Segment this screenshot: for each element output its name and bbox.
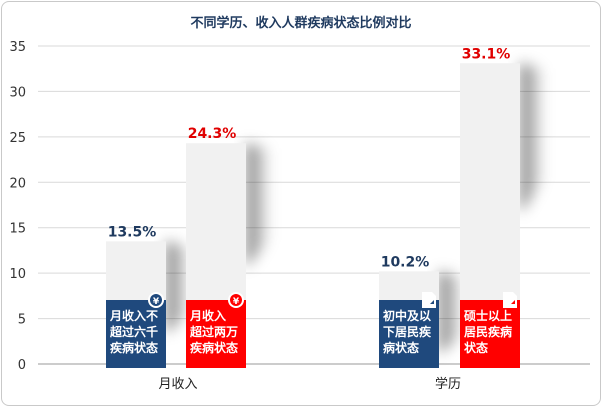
- y-tick-label: 0: [18, 358, 26, 373]
- bar-name-line: 疾病状态: [110, 340, 158, 355]
- data-label: 33.1%: [462, 46, 511, 62]
- bar-name-line: 初中及以: [383, 308, 431, 323]
- document-icon-corner: [430, 300, 434, 304]
- chart-title: 不同学历、收入人群疾病状态比例对比: [190, 16, 412, 31]
- y-tick-label: 5: [18, 313, 26, 328]
- bar-name-line: 超过两万: [189, 324, 238, 339]
- bar-label-box: [460, 300, 520, 368]
- y-tick-label: 20: [9, 176, 26, 191]
- data-label: 13.5%: [108, 224, 157, 240]
- bar-name-line: 月收入不: [109, 308, 158, 323]
- bar-label-box: [186, 300, 246, 368]
- y-tick-label: 10: [9, 267, 26, 282]
- x-category-label: 月收入: [158, 377, 197, 392]
- bar-name-line: 下居民疾: [383, 324, 431, 339]
- data-label: 10.2%: [381, 254, 430, 270]
- bar-shadow: [520, 63, 544, 214]
- y-tick-label: 35: [9, 40, 26, 55]
- document-icon: [503, 292, 517, 308]
- data-label: 24.3%: [188, 126, 237, 142]
- bar-name-line: 居民疾病: [464, 324, 512, 339]
- document-icon-corner: [511, 300, 515, 304]
- bar-label-box: [106, 300, 166, 368]
- bar-name-line: 超过六千: [109, 324, 158, 339]
- yen-icon-glyph: ¥: [153, 297, 160, 307]
- y-tick-label: 25: [9, 131, 26, 146]
- bar-name-line: 疾病状态: [190, 340, 238, 355]
- yen-icon-glyph: ¥: [233, 297, 240, 307]
- bar-shadow: [166, 241, 190, 334]
- y-tick-label: 15: [9, 222, 26, 237]
- x-category-label: 学历: [435, 376, 461, 392]
- y-tick-label: 30: [9, 85, 26, 100]
- yen-icon: [230, 294, 242, 306]
- bar-shadow: [246, 143, 270, 267]
- yen-icon: [150, 294, 162, 306]
- bar-name-line: 状态: [464, 340, 488, 355]
- bar-shadow: [439, 271, 463, 354]
- bar-name-line: 病状态: [383, 340, 419, 355]
- document-icon: [422, 292, 436, 308]
- bar-label-box: [379, 300, 439, 368]
- bar-name-line: 硕士以上: [464, 308, 512, 323]
- bar-name-line: 月收入: [189, 308, 226, 323]
